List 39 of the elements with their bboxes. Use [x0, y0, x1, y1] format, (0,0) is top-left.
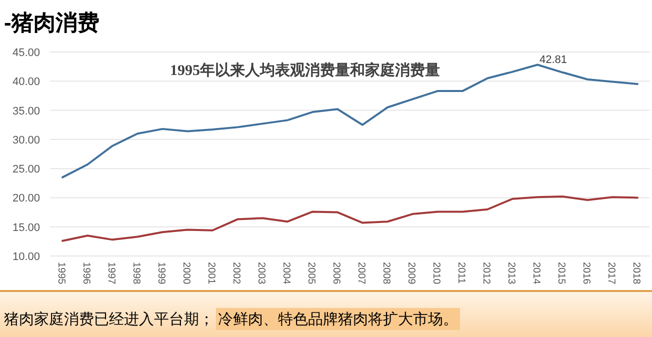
chart-title: -猪肉消费: [4, 10, 100, 35]
x-tick-label: 2009: [406, 262, 416, 285]
x-tick-label: 1997: [106, 262, 116, 285]
x-tick-label: 2010: [430, 262, 442, 285]
x-tick-label: 2006: [330, 262, 342, 285]
x-tick-label: 2007: [356, 262, 366, 285]
y-tick-label: 10.00: [12, 251, 40, 263]
y-tick-label: 25.00: [12, 164, 40, 176]
x-tick-label: 2005: [306, 262, 316, 285]
x-tick-label: 2003: [256, 262, 266, 285]
x-tick-label: 1996: [80, 262, 92, 285]
x-tick-label: 2004: [280, 262, 292, 285]
x-tick-label: 1995: [56, 262, 66, 285]
x-tick-label: 2016: [580, 262, 592, 285]
x-tick-label: 2008: [380, 262, 392, 285]
y-tick-label: 35.00: [12, 105, 40, 118]
line-series: [62, 196, 638, 242]
line-series: [62, 64, 638, 178]
y-tick-label: 15.00: [12, 222, 40, 234]
x-tick-label: 2014: [530, 262, 542, 285]
x-tick-label: 1998: [130, 262, 142, 285]
text: 1995年以来人均表观消费量和家庭消费量: [170, 61, 440, 79]
x-tick-label: 2015: [556, 262, 566, 285]
x-tick-label: 2001: [206, 262, 216, 285]
x-tick-label: 2002: [230, 262, 242, 285]
y-tick-label: 30.00: [12, 134, 40, 146]
y-tick-label: 40.00: [12, 76, 40, 88]
y-tick-label: 45.00: [12, 47, 40, 59]
text: 猪肉家庭消费已经进入平台期；: [4, 311, 214, 328]
data-label: 42.81: [540, 54, 568, 66]
y-tick-label: 20.00: [12, 192, 40, 205]
x-tick-label: 2018: [630, 262, 642, 285]
text: 冷鲜肉、特色品牌猪肉将扩大市场。: [218, 311, 458, 328]
x-tick-label: 2017: [606, 262, 616, 285]
x-tick-label: 2013: [506, 262, 516, 285]
x-tick-label: 2011: [456, 262, 466, 284]
x-tick-label: 1999: [156, 262, 166, 285]
x-tick-label: 2000: [180, 262, 192, 285]
x-tick-label: 2012: [480, 262, 492, 285]
